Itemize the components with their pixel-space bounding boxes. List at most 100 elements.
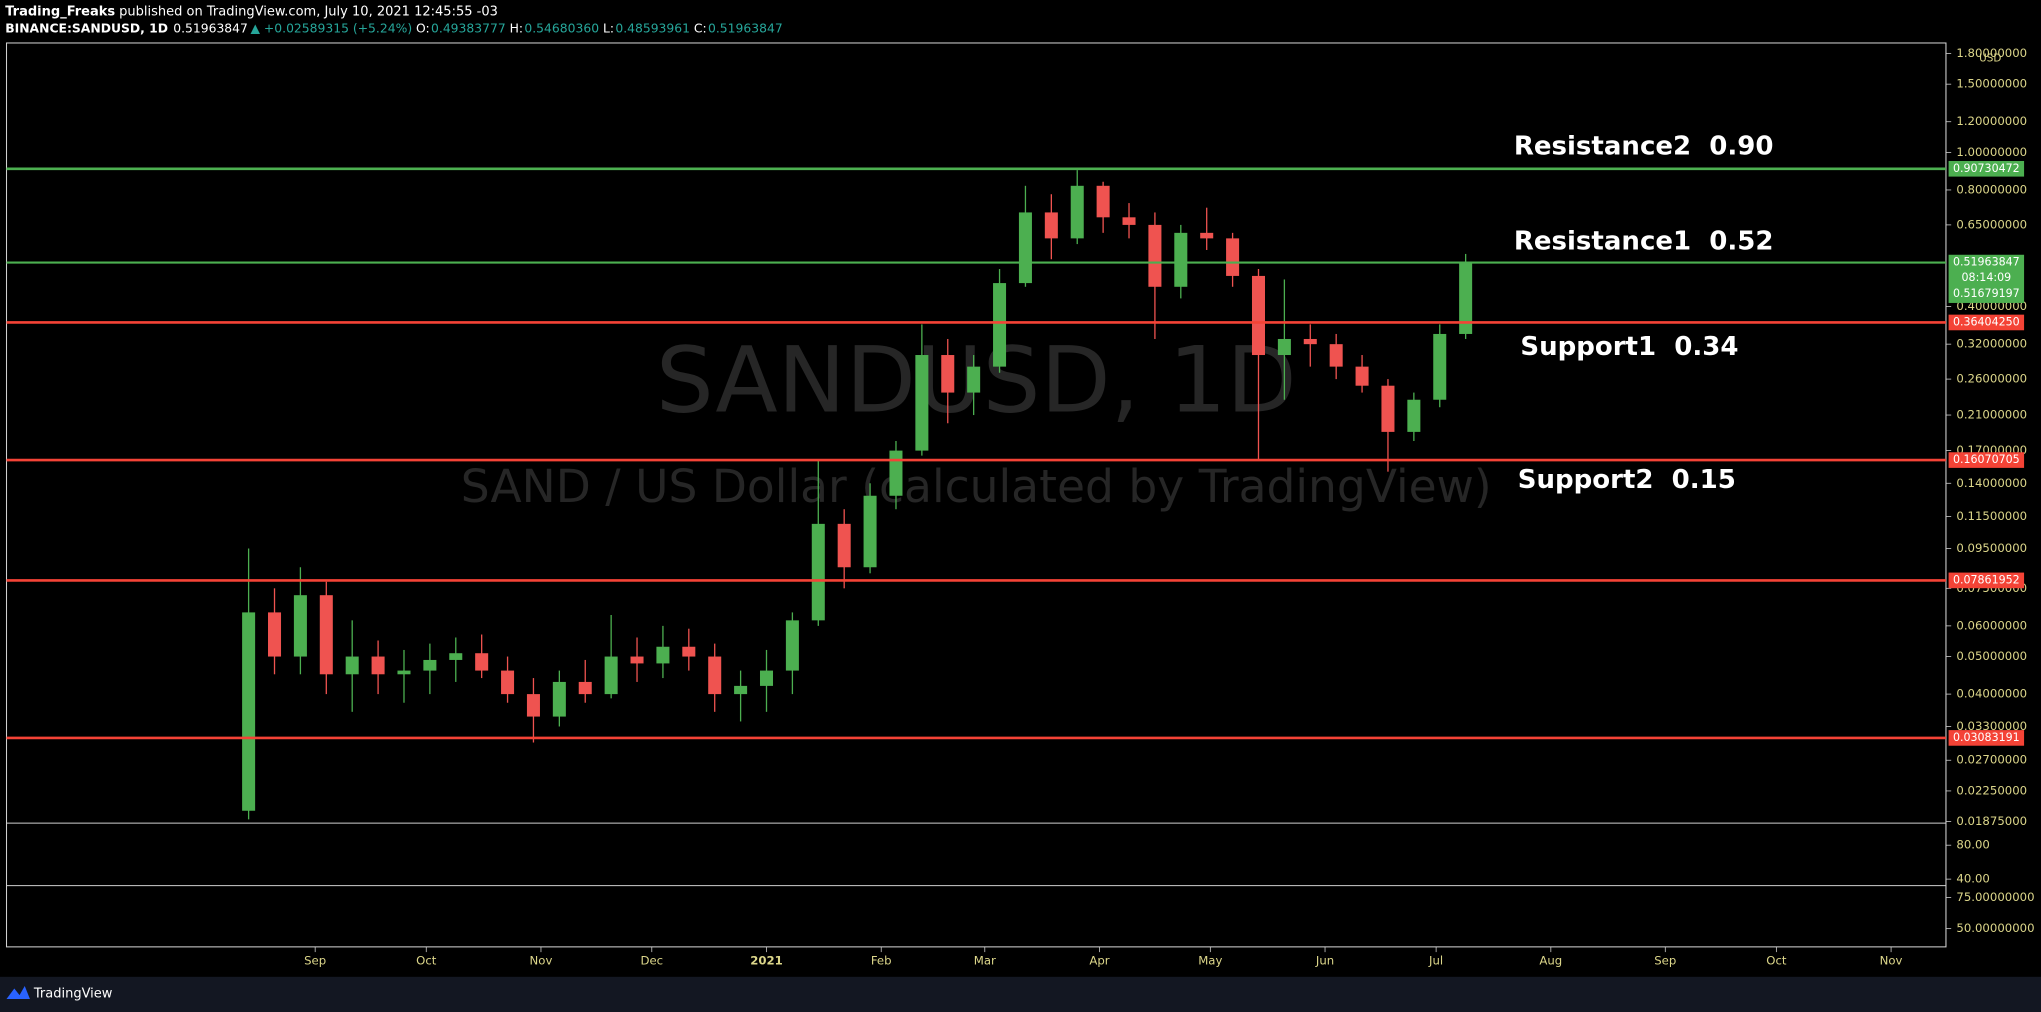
candle-body bbox=[889, 450, 903, 496]
candle-body bbox=[1407, 399, 1421, 432]
footer-bar bbox=[0, 976, 2041, 1012]
author: Trading_Freaks bbox=[5, 4, 115, 19]
candle-body bbox=[242, 612, 256, 811]
annotation: Resistance2 0.90 bbox=[1514, 132, 1774, 162]
candle-body bbox=[967, 366, 981, 393]
candle-body bbox=[656, 646, 670, 664]
candle-body bbox=[1044, 212, 1058, 239]
annotation: Resistance1 0.52 bbox=[1514, 227, 1774, 257]
candle-body bbox=[759, 670, 774, 686]
candle-body bbox=[1122, 217, 1136, 225]
candle-body bbox=[319, 595, 333, 675]
candle-body bbox=[811, 523, 825, 621]
x-tick-label: Oct bbox=[416, 954, 437, 968]
y-tick-label: 0.02700000 bbox=[1956, 753, 2027, 767]
y-tick-label: 0.04000000 bbox=[1956, 687, 2027, 701]
pane-y-tick-label: 50.00000000 bbox=[1956, 921, 2034, 935]
candle-body bbox=[371, 656, 385, 675]
level-label: 0.36404250 bbox=[1953, 315, 2020, 328]
candle-body bbox=[993, 283, 1007, 367]
y-tick-label: 0.32000000 bbox=[1956, 337, 2027, 351]
header-line-1: Trading_Freaks published on TradingView.c… bbox=[5, 4, 498, 19]
candle-body bbox=[1174, 232, 1188, 287]
y-tick-label: 0.21000000 bbox=[1956, 408, 2027, 422]
symbol: BINANCE:SANDUSD, 1D bbox=[5, 21, 168, 35]
last-price-box bbox=[1948, 254, 2025, 303]
x-tick-label: May bbox=[1198, 954, 1222, 968]
level-label: 0.07861952 bbox=[1953, 573, 2020, 586]
pane-y-tick-label: 80.00 bbox=[1956, 838, 1990, 852]
y-tick-label: 0.65000000 bbox=[1956, 217, 2027, 231]
y-tick-label: 1.50000000 bbox=[1956, 77, 2027, 91]
x-tick-label: 2021 bbox=[750, 954, 783, 968]
y-tick-label: 0.80000000 bbox=[1956, 182, 2027, 196]
candle-body bbox=[293, 595, 307, 657]
level-label: 0.16070705 bbox=[1953, 453, 2020, 466]
ohlc-value: 0.51963847 bbox=[708, 21, 783, 35]
x-tick-label: Apr bbox=[1089, 954, 1109, 968]
y-tick-label: 0.11500000 bbox=[1956, 509, 2027, 523]
pane-y-tick-label: 75.00000000 bbox=[1956, 890, 2034, 904]
x-tick-label: Aug bbox=[1539, 954, 1562, 968]
x-tick-label: Dec bbox=[640, 954, 663, 968]
watermark-subtitle: SAND / US Dollar (calculated by TradingV… bbox=[461, 460, 1492, 513]
y-tick-label: 0.03300000 bbox=[1956, 719, 2027, 733]
candle-body bbox=[1251, 275, 1265, 356]
candle-body bbox=[1070, 185, 1084, 239]
published: published on TradingView.com, July 10, 2… bbox=[119, 4, 498, 19]
candle-body bbox=[915, 355, 929, 451]
pane-y-tick-label: 40.00 bbox=[1956, 872, 1990, 886]
ohlc-label: H: bbox=[510, 21, 523, 35]
annotation: Support2 0.15 bbox=[1518, 465, 1736, 495]
candle-body bbox=[1096, 185, 1110, 218]
ohlc-value: 0.54680360 bbox=[524, 21, 599, 35]
ohlc-label: O: bbox=[416, 21, 430, 35]
candle-body bbox=[1277, 338, 1291, 356]
candle-body bbox=[1459, 262, 1473, 334]
candle-body bbox=[708, 656, 722, 695]
candle-body bbox=[1433, 333, 1447, 400]
level-label-box bbox=[1948, 572, 2025, 589]
candle-body bbox=[1226, 238, 1240, 276]
candle-body bbox=[837, 523, 851, 568]
level-label-box bbox=[1948, 160, 2025, 177]
y-tick-label: 0.06000000 bbox=[1956, 618, 2027, 632]
currency: USD bbox=[1979, 53, 2001, 65]
x-tick-label: Jun bbox=[1315, 954, 1334, 968]
candle-body bbox=[1381, 385, 1395, 432]
ohlc-label: L: bbox=[603, 21, 614, 35]
candle-body bbox=[785, 620, 799, 671]
candle-body bbox=[734, 685, 748, 695]
change: ▲ +0.02589315 (+5.24%) bbox=[251, 21, 413, 35]
candle-body bbox=[268, 612, 282, 657]
candle-body bbox=[449, 653, 463, 660]
x-tick-label: Mar bbox=[974, 954, 996, 968]
candle-body bbox=[526, 694, 540, 717]
candle-body bbox=[604, 656, 618, 695]
candle-body bbox=[345, 656, 359, 675]
candle-body bbox=[501, 670, 515, 695]
header-line-2: BINANCE:SANDUSD, 1D 0.51963847 ▲ +0.025893… bbox=[5, 21, 782, 35]
annotation: Support1 0.34 bbox=[1520, 332, 1738, 362]
ohlc-value: 0.49383777 bbox=[431, 21, 506, 35]
level-label-box bbox=[1948, 452, 2025, 468]
level-label: 0.90730472 bbox=[1953, 162, 2020, 175]
level-label-box bbox=[1948, 314, 2025, 331]
y-tick-label: 0.09500000 bbox=[1956, 541, 2027, 555]
x-tick-label: Feb bbox=[871, 954, 892, 968]
candle-body bbox=[1148, 224, 1162, 287]
y-tick-label: 0.14000000 bbox=[1956, 476, 2027, 490]
candle-body bbox=[1355, 366, 1369, 386]
x-tick-label: Sep bbox=[304, 954, 326, 968]
candle-body bbox=[475, 653, 489, 671]
candle-body bbox=[552, 681, 566, 717]
candle-body bbox=[863, 495, 877, 568]
candle-body bbox=[630, 656, 644, 664]
x-tick-label: Nov bbox=[1880, 954, 1903, 968]
x-tick-label: Sep bbox=[1654, 954, 1676, 968]
countdown: 08:14:09 bbox=[1962, 271, 2012, 284]
candle-body bbox=[1329, 344, 1343, 367]
last-price-label: 0.51963847 bbox=[1953, 256, 2020, 269]
